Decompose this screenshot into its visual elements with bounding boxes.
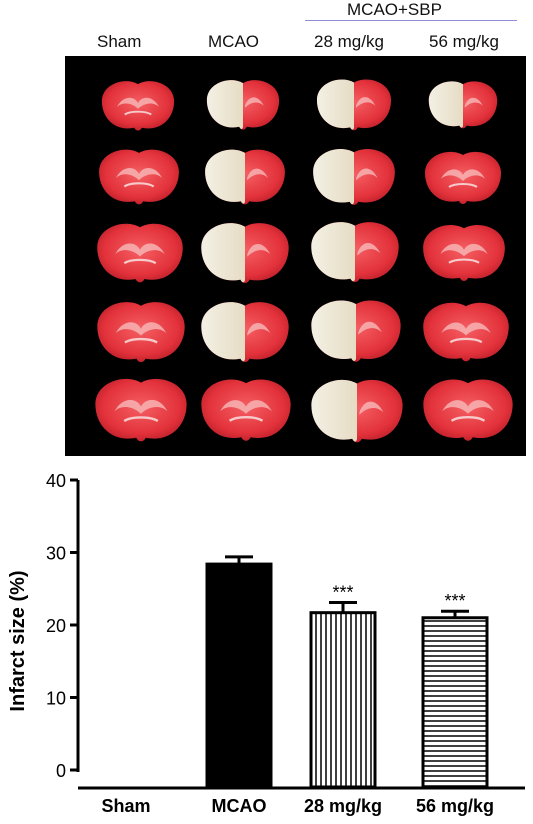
y-axis-label: Infarct size (%) (7, 570, 29, 711)
y-tick-label: 0 (56, 761, 66, 781)
y-tick-label: 40 (46, 471, 66, 491)
significance-label-3: *** (444, 591, 465, 611)
infarct-size-chart: Infarct size (%) 0 10 20 30 40 Sham MCAO *** 28 … (7, 471, 525, 816)
x-tick-label-0: Sham (101, 796, 150, 816)
y-tick-label: 20 (46, 616, 66, 636)
significance-label-2: *** (332, 583, 353, 603)
group-header-label: MCAO+SBP (347, 0, 442, 19)
column-label-mcao: MCAO (208, 32, 259, 51)
bar-2 (309, 611, 377, 789)
x-tick-label-1: MCAO (212, 796, 267, 816)
y-tick-label: 10 (46, 689, 66, 709)
brain-slices-photo (65, 56, 526, 456)
column-label-28mgkg: 28 mg/kg (314, 32, 384, 51)
column-label-56mgkg: 56 mg/kg (429, 32, 499, 51)
bar-1 (205, 562, 273, 789)
brain-slices-illustration (94, 79, 514, 443)
y-tick-label: 30 (46, 544, 66, 564)
group-header-divider (305, 20, 517, 21)
column-label-sham: Sham (97, 32, 142, 51)
bar-3 (421, 616, 489, 789)
x-tick-label-3: 56 mg/kg (416, 796, 494, 816)
x-tick-label-2: 28 mg/kg (304, 796, 382, 816)
